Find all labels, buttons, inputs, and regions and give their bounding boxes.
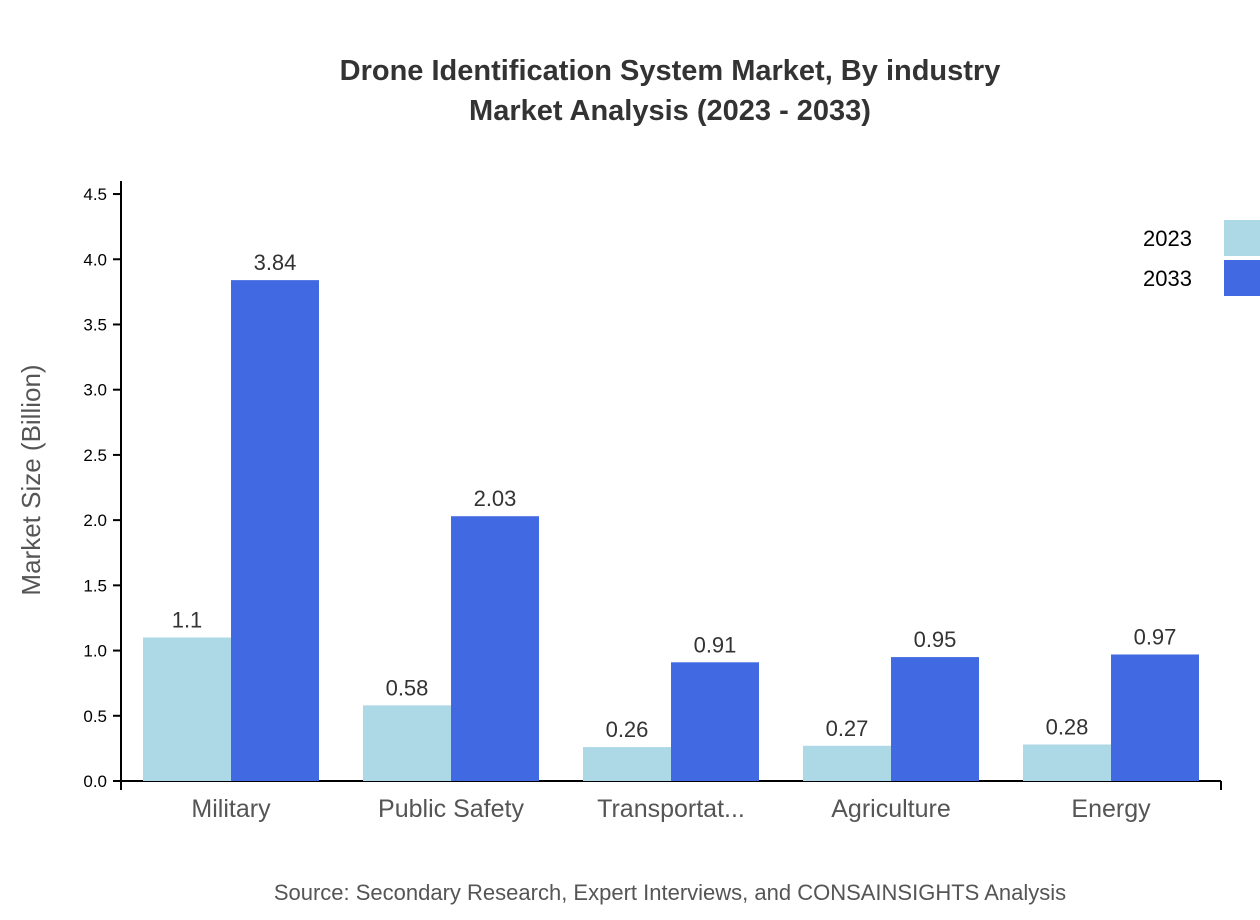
y-tick-label: 4.5 bbox=[83, 185, 107, 204]
source-note: Source: Secondary Research, Expert Inter… bbox=[274, 880, 1066, 905]
bar-2023 bbox=[1023, 744, 1111, 781]
x-tick-label: Agriculture bbox=[831, 795, 951, 823]
y-tick-label: 1.5 bbox=[83, 576, 107, 595]
chart-title-line1: Drone Identification System Market, By i… bbox=[340, 55, 1001, 87]
bar-2023 bbox=[583, 747, 671, 781]
bar-2033 bbox=[671, 662, 759, 781]
legend-swatch bbox=[1224, 260, 1260, 296]
y-tick-label: 4.0 bbox=[83, 250, 107, 269]
data-label: 0.26 bbox=[606, 717, 649, 742]
bar-2033 bbox=[891, 657, 979, 781]
bar-2023 bbox=[143, 637, 231, 781]
y-axis-label: Market Size (Billion) bbox=[16, 364, 46, 595]
y-tick-label: 0.0 bbox=[83, 772, 107, 791]
bar-2033 bbox=[451, 516, 539, 781]
y-tick-label: 0.5 bbox=[83, 707, 107, 726]
bar-2033 bbox=[1111, 654, 1199, 781]
data-label: 0.97 bbox=[1134, 624, 1177, 649]
legend-swatch bbox=[1224, 220, 1260, 256]
chart-title-line2: Market Analysis (2023 - 2033) bbox=[469, 95, 871, 127]
x-tick-label: Transportat... bbox=[597, 795, 745, 823]
x-tick-label: Public Safety bbox=[378, 795, 524, 823]
y-tick-label: 2.5 bbox=[83, 446, 107, 465]
data-label: 0.95 bbox=[914, 627, 957, 652]
bar-2023 bbox=[803, 745, 891, 781]
x-tick-label: Military bbox=[191, 795, 271, 823]
data-label: 0.28 bbox=[1046, 714, 1089, 739]
bar-2023 bbox=[363, 705, 451, 781]
y-tick-label: 1.0 bbox=[83, 642, 107, 661]
data-label: 0.91 bbox=[694, 632, 737, 657]
data-label: 0.58 bbox=[386, 675, 429, 700]
y-tick-label: 2.0 bbox=[83, 511, 107, 530]
data-label: 1.1 bbox=[172, 608, 203, 633]
legend-label: 2033 bbox=[1143, 266, 1192, 291]
y-tick-label: 3.0 bbox=[83, 381, 107, 400]
legend-label: 2023 bbox=[1143, 226, 1192, 251]
y-tick-label: 3.5 bbox=[83, 315, 107, 334]
data-label: 3.84 bbox=[254, 250, 297, 275]
data-label: 0.27 bbox=[826, 716, 869, 741]
data-label: 2.03 bbox=[474, 486, 517, 511]
bar-2033 bbox=[231, 280, 319, 781]
x-tick-label: Energy bbox=[1071, 795, 1151, 823]
